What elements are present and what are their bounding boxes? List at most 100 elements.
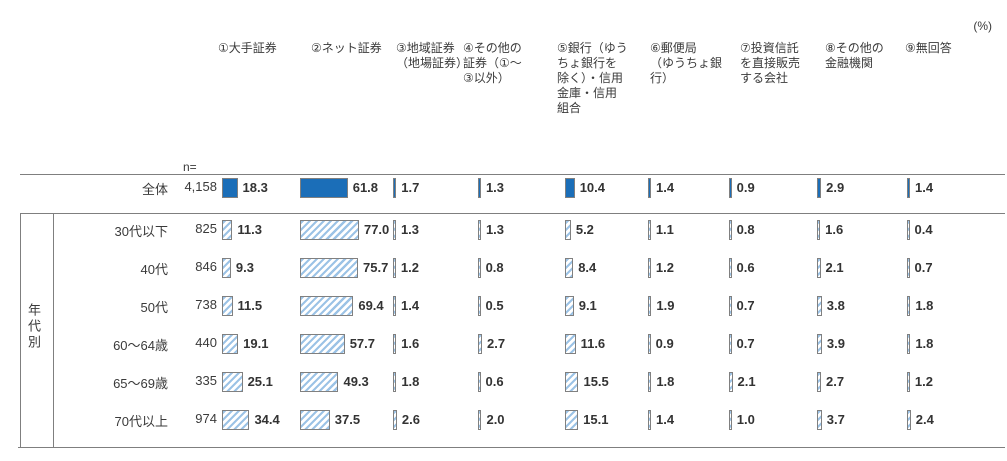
bar <box>729 334 732 354</box>
row-n-value: 335 <box>195 373 217 388</box>
bar-value-label: 0.8 <box>485 260 504 275</box>
bar <box>817 178 822 198</box>
bar <box>817 372 821 392</box>
n-equals-label: n= <box>183 160 197 174</box>
bar <box>817 258 821 278</box>
bar-value-label: 1.2 <box>655 260 674 275</box>
bar-value-label: 1.2 <box>400 260 419 275</box>
bar <box>565 178 575 198</box>
bar <box>648 220 651 240</box>
bar-value-label: 11.3 <box>237 222 262 237</box>
bar-value-label: 1.6 <box>401 336 420 351</box>
column-header-6: ⑥郵便局 （ゆうちょ銀 行） <box>650 41 723 85</box>
bar-value-label: 19.1 <box>243 336 269 351</box>
bar-value-label: 5.2 <box>575 222 594 237</box>
column-header-1: ①大手証券 <box>218 41 277 55</box>
bar-value-label: 77.0 <box>363 222 390 237</box>
bar <box>478 410 482 430</box>
bar-value-label: 3.7 <box>826 412 845 427</box>
bar <box>565 372 579 392</box>
bar <box>648 334 651 354</box>
bar-value-label: 0.5 <box>485 298 504 313</box>
column-header-3: ③地域証券 （地場証券） <box>396 41 469 70</box>
bar <box>565 258 574 278</box>
row-n-value: 4,158 <box>184 179 217 194</box>
bar-value-label: 69.4 <box>358 298 384 313</box>
row-n-value: 440 <box>195 335 217 350</box>
bar <box>648 258 651 278</box>
bar-value-label: 1.8 <box>915 336 934 351</box>
bar <box>729 410 732 430</box>
bar <box>393 372 397 392</box>
bar <box>648 296 652 316</box>
bar <box>478 178 481 198</box>
bar-value-label: 2.7 <box>486 336 506 351</box>
row-n-value: 825 <box>195 221 217 236</box>
bar <box>300 178 348 198</box>
bar-value-label: 11.6 <box>580 336 606 351</box>
bar <box>817 334 822 354</box>
group-box-left-line <box>20 213 21 447</box>
bar-value-label: 0.9 <box>736 180 755 195</box>
column-header-4: ④その他の 証券（①～ ③以外） <box>463 41 522 85</box>
bar-value-label: 10.4 <box>579 180 605 195</box>
bar <box>648 372 652 392</box>
bar <box>393 296 397 316</box>
bar <box>729 220 732 240</box>
bar-value-label: 0.8 <box>736 222 755 237</box>
bar-value-label: 1.2 <box>914 374 933 389</box>
row-group-label-age: 年代別 <box>26 303 41 351</box>
bar-value-label: 1.3 <box>400 222 420 237</box>
bar-value-label: 1.8 <box>915 298 934 313</box>
bar <box>478 220 481 240</box>
bar <box>478 296 481 316</box>
bar-value-label: 0.9 <box>655 336 674 351</box>
bar-value-label: 3.9 <box>826 336 845 351</box>
bar <box>565 334 576 354</box>
row-label: 全体 <box>141 182 168 197</box>
bar <box>222 258 231 278</box>
bar-value-label: 1.4 <box>656 412 675 427</box>
bar-value-label: 18.3 <box>242 180 268 195</box>
bar-value-label: 0.6 <box>736 260 755 275</box>
divider-bottom <box>18 447 1005 448</box>
row-n-value: 974 <box>195 411 217 426</box>
bar-value-label: 9.3 <box>235 260 254 275</box>
bar <box>222 410 250 430</box>
bar-value-label: 2.1 <box>825 260 844 275</box>
bar <box>648 178 652 198</box>
bar <box>907 372 910 392</box>
bar-value-label: 75.7 <box>363 260 389 275</box>
bar <box>393 410 397 430</box>
bar <box>729 178 732 198</box>
bar <box>907 178 911 198</box>
row-label: 40代 <box>140 262 168 277</box>
column-header-8: ⑧その他の 金融機関 <box>825 41 884 70</box>
bar-value-label: 8.4 <box>578 260 597 275</box>
bar <box>729 258 732 278</box>
bar-value-label: 1.3 <box>485 222 505 237</box>
bar-value-label: 1.8 <box>401 374 420 389</box>
bar-value-label: 2.1 <box>737 374 756 389</box>
bar <box>300 372 339 392</box>
bar <box>565 296 574 316</box>
bar-value-label: 11.5 <box>237 298 263 313</box>
row-label: 70代以上 <box>114 414 168 429</box>
group-box-inner-line <box>53 213 54 447</box>
divider-top <box>20 174 1005 175</box>
bar-value-label: 1.8 <box>656 374 675 389</box>
bar <box>907 410 911 430</box>
bar-value-label: 34.4 <box>254 412 280 427</box>
row-label: 65～69歳 <box>113 376 168 391</box>
bar-value-label: 57.7 <box>349 336 375 351</box>
bar <box>300 410 330 430</box>
bar-value-label: 1.4 <box>915 180 934 195</box>
bar-value-label: 1.9 <box>656 298 675 313</box>
bar <box>478 334 482 354</box>
bar <box>907 296 911 316</box>
bar <box>817 296 822 316</box>
bar-value-label: 0.7 <box>736 336 755 351</box>
bar-value-label: 25.1 <box>247 374 273 389</box>
bar <box>393 220 396 240</box>
bar <box>907 258 910 278</box>
